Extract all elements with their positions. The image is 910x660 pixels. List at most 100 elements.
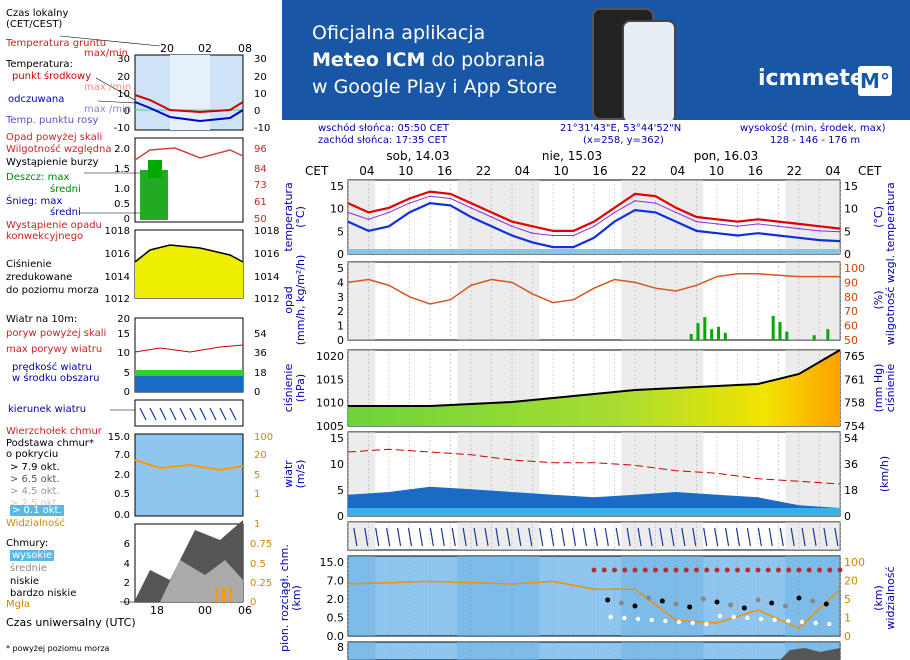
wind-arrow [571, 527, 577, 547]
temp-max-line-point [736, 220, 739, 223]
temp-feels-line-point [613, 220, 616, 223]
temp-mid-line-point [490, 216, 493, 218]
temp-mid-line-point [388, 211, 390, 214]
temp-max-line-point [798, 223, 800, 225]
temp-feels-line-point [839, 240, 841, 242]
precip-bar [826, 329, 830, 340]
legend-cov5: > 0.1 okt. [10, 505, 64, 516]
panel-arrows [347, 521, 841, 551]
pressure-axis-title: ciśnienie [282, 364, 295, 413]
tz-right: CET [858, 164, 882, 178]
svg-text:10: 10 [254, 89, 267, 100]
precip-tick: 4 [337, 276, 344, 289]
svg-text:1016: 1016 [105, 249, 130, 260]
wind-arrow [604, 527, 609, 547]
temp-tick-right: 5 [844, 225, 851, 238]
temp-max-line-point [429, 190, 431, 193]
cloud-base-dot-low [772, 617, 777, 623]
temp-mid-line-point [552, 234, 554, 237]
app-promo-banner[interactable]: Oficjalna aplikacja Meteo ICM do pobrani… [282, 0, 910, 120]
wind-arrow [659, 527, 664, 547]
night-band [457, 350, 540, 426]
wind-arrow [484, 527, 489, 547]
night-band [785, 350, 840, 426]
cloud-top-dot [714, 567, 720, 573]
temp-feels-line-point [572, 246, 575, 248]
svg-text:1014: 1014 [105, 272, 130, 283]
cloud-top-dot [765, 567, 771, 573]
hour-label: 22 [787, 164, 802, 178]
svg-text:36: 36 [254, 348, 267, 359]
cloud-base-dot-low [649, 617, 654, 623]
legend-max-min: max /min [84, 82, 132, 93]
cloud-base-dot [810, 598, 816, 604]
cloud-base-dot-low [622, 615, 627, 621]
hour-label: 16 [437, 164, 452, 178]
temp-feels-line-point [818, 239, 821, 241]
cloud-top-dot [601, 567, 607, 573]
cloud-base-dot [782, 603, 788, 609]
wind-arrow [735, 527, 741, 547]
temp-mid-line-point [716, 223, 718, 225]
wind-tick: 10 [330, 458, 344, 471]
temp-max-line [347, 190, 841, 232]
night-band [457, 432, 540, 516]
precip-axis-title: (mm/h, kg/m²/h) [294, 255, 307, 346]
wind-arrow [724, 527, 730, 547]
wind-arrow [386, 527, 391, 547]
legend-time-local: Czas lokalny (CET/CEST) [6, 8, 69, 30]
pressure-tick: 1005 [316, 420, 344, 433]
hour-label: 04 [670, 164, 685, 178]
temp-max-line-point [388, 206, 390, 209]
svg-text:1016: 1016 [254, 249, 279, 260]
svg-text:7.0: 7.0 [114, 450, 130, 461]
wind-arrow [801, 527, 806, 547]
pressure-line [348, 349, 841, 407]
cloud-top-dot [827, 567, 833, 573]
night-band [621, 262, 704, 340]
logo-badge: M° [858, 66, 892, 96]
precip-tick: 5 [337, 262, 344, 275]
svg-text:1012: 1012 [254, 294, 279, 305]
temp-feels-line-point [367, 230, 370, 232]
cloud-top-dot [796, 567, 802, 573]
legend-pressure: Ciśnienie zredukowane do poziomu morza [6, 259, 99, 296]
wind-arrow [823, 527, 828, 547]
legend-hour-0: 20 [160, 42, 174, 55]
night-band [457, 556, 540, 636]
legend-hour-2: 08 [238, 42, 252, 55]
temp-max-line-point [593, 220, 595, 223]
temp-mid-line-point [777, 225, 780, 228]
pressure-area [348, 350, 840, 426]
wind-arrow [375, 527, 380, 547]
cloud-top-dot [642, 567, 648, 573]
wind-arrow [429, 527, 434, 547]
clouds-rtick: 5 [844, 593, 851, 606]
precip-tick: 1 [337, 320, 344, 333]
precip-rtick: 70 [844, 305, 858, 318]
legend-utc-hour-0: 18 [150, 604, 164, 617]
panel-pressure [347, 349, 841, 427]
legend-wind-speed: prędkość wiatru w środku obszaru [12, 362, 100, 384]
panel-wind [347, 431, 841, 517]
cloud-top-dot [786, 567, 792, 573]
svg-text:6: 6 [124, 539, 130, 550]
cloud-base-dot [673, 601, 679, 607]
precip-rtick: 80 [844, 291, 858, 304]
cloud-base-dot-low [813, 620, 818, 626]
night-band [457, 642, 540, 660]
svg-text:84: 84 [254, 164, 267, 175]
wind-arrow [364, 527, 369, 547]
hour-label: 16 [592, 164, 607, 178]
temp-feels-line-point [695, 230, 698, 232]
wind-tick: 0 [337, 510, 344, 523]
temp-feels-line-point [511, 234, 513, 237]
svg-text:1: 1 [254, 489, 260, 500]
cloud-base-dot [769, 600, 775, 606]
wind-arrow [812, 527, 817, 547]
panel-bottom [347, 641, 841, 660]
temp-tick: 10 [330, 203, 344, 216]
banner-text: Oficjalna aplikacja Meteo ICM do pobrani… [312, 20, 557, 101]
svg-text:1.0: 1.0 [114, 184, 130, 195]
clouds-rtick: 100 [844, 556, 865, 569]
